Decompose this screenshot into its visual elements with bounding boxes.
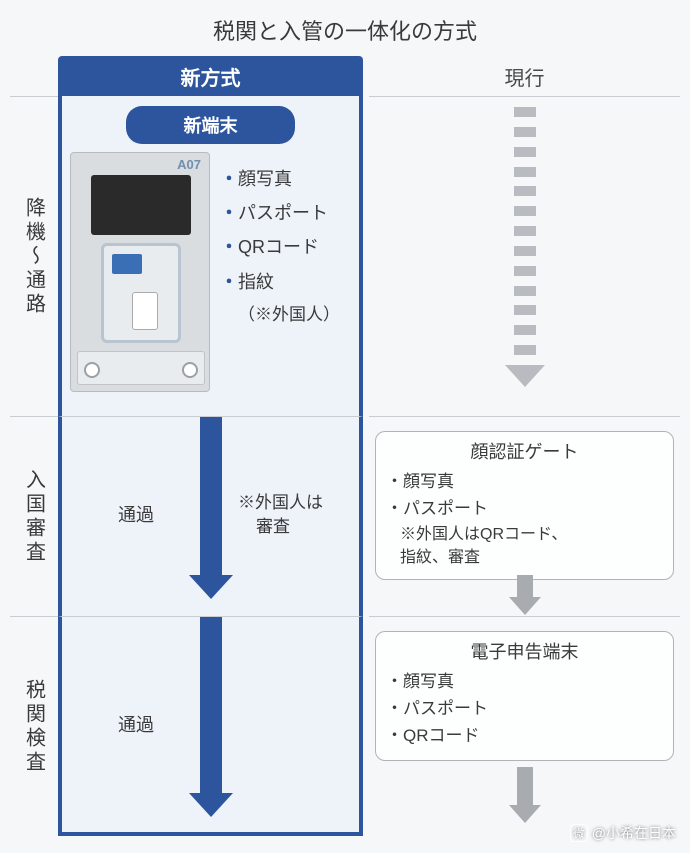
cell-cur-immigration: 顔認証ゲート 顔写真 パスポート ※外国人はQRコード、 指紋、審査 xyxy=(369,416,680,616)
kiosk-screen xyxy=(101,243,181,343)
item-fingerprint: 指紋 xyxy=(220,265,340,299)
gate-item-passport: パスポート xyxy=(386,495,663,522)
arrow-pass-label-2: 通過 xyxy=(118,711,154,737)
edecl-items: 顔写真 パスポート QRコード xyxy=(386,668,663,750)
gray-dotted-arrow xyxy=(514,107,536,387)
arrow-pass-label-1: 通過 xyxy=(118,501,154,527)
gate-item-face: 顔写真 xyxy=(386,468,663,495)
edecl-box: 電子申告端末 顔写真 パスポート QRコード xyxy=(375,631,674,761)
kiosk-illustration: A07 xyxy=(70,152,210,392)
kiosk-camera xyxy=(91,175,191,235)
new-terminal-items: 顔写真 パスポート QRコード 指紋 （※外国人） xyxy=(220,152,340,331)
arrow-foreigner-note: ※外国人は 審査 xyxy=(238,491,323,539)
kiosk-id: A07 xyxy=(177,157,201,172)
weibo-icon: 微 xyxy=(570,824,588,842)
cell-new-customs: 通過 xyxy=(58,616,363,836)
kiosk-base xyxy=(77,351,205,385)
edecl-item-passport: パスポート xyxy=(386,695,663,722)
col-header-new: 新方式 xyxy=(58,56,363,96)
item-foreigner-note: （※外国人） xyxy=(220,299,340,331)
comparison-grid: 新方式 現行 降機〜通路 入国審査 税関検査 新端末 A07 顔写真 パスポート… xyxy=(10,56,680,836)
gray-arrow-end xyxy=(517,767,533,807)
face-gate-box: 顔認証ゲート 顔写真 パスポート ※外国人はQRコード、 指紋、審査 xyxy=(375,431,674,580)
item-passport: パスポート xyxy=(220,196,340,230)
edecl-item-qr: QRコード xyxy=(386,722,663,749)
watermark-text: @小希在日本 xyxy=(592,823,676,843)
blue-arrow-immigration xyxy=(200,417,222,577)
edecl-title: 電子申告端末 xyxy=(386,638,663,668)
gate-foreigner-note: ※外国人はQRコード、 指紋、審査 xyxy=(386,524,663,569)
item-face-photo: 顔写真 xyxy=(220,162,340,196)
edecl-item-face: 顔写真 xyxy=(386,668,663,695)
face-gate-items: 顔写真 パスポート xyxy=(386,468,663,522)
row-label-arrival: 降機〜通路 xyxy=(10,96,58,416)
item-qr: QRコード xyxy=(220,230,340,264)
cell-cur-customs: 電子申告端末 顔写真 パスポート QRコード xyxy=(369,616,680,836)
col-header-current: 現行 xyxy=(369,56,680,96)
row-label-immigration: 入国審査 xyxy=(10,416,58,616)
page-title: 税関と入管の一体化の方式 xyxy=(10,8,680,56)
face-gate-title: 顔認証ゲート xyxy=(386,438,663,468)
cell-new-arrival: 新端末 A07 顔写真 パスポート QRコード 指紋 （※外国人） xyxy=(58,96,363,416)
watermark: 微 @小希在日本 xyxy=(570,823,676,843)
blue-arrow-customs xyxy=(200,617,222,795)
cell-cur-arrival xyxy=(369,96,680,416)
cell-new-immigration: 通過 ※外国人は 審査 xyxy=(58,416,363,616)
new-terminal-pill: 新端末 xyxy=(126,106,295,144)
row-label-customs: 税関検査 xyxy=(10,616,58,836)
diagram-container: 税関と入管の一体化の方式 新方式 現行 降機〜通路 入国審査 税関検査 新端末 … xyxy=(0,0,690,853)
gray-arrow-to-customs xyxy=(517,575,533,599)
